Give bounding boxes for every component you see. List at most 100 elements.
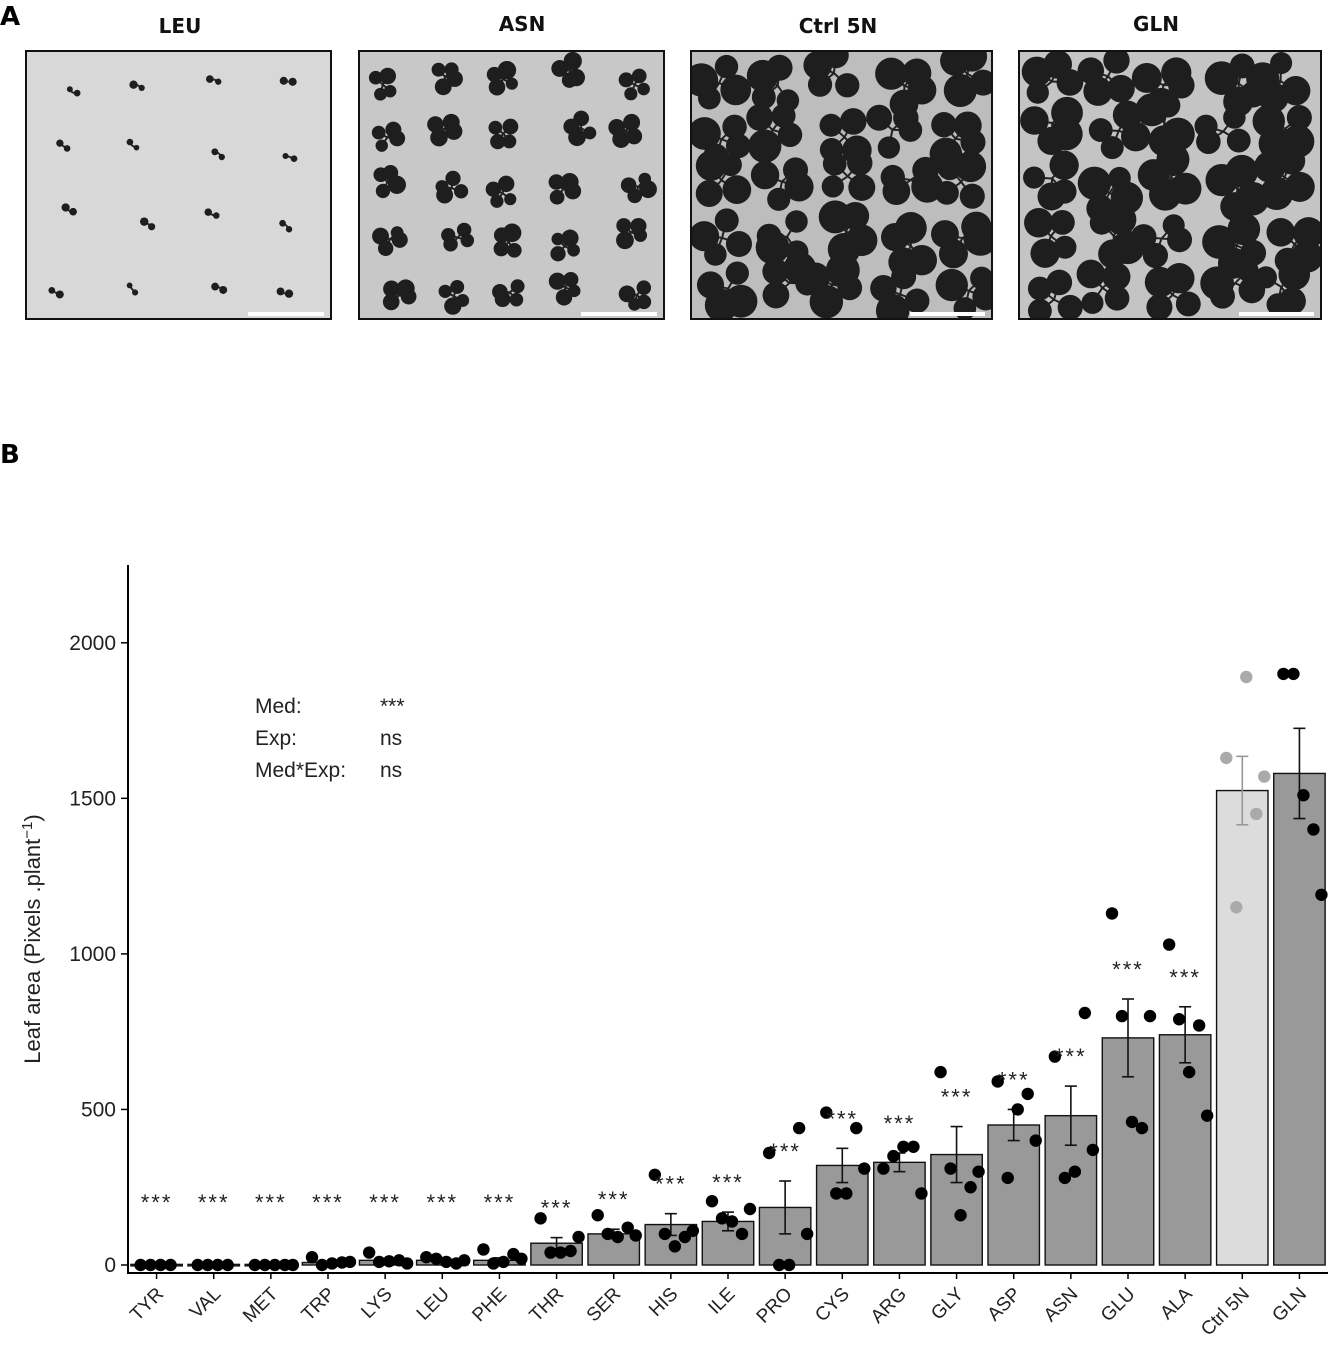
seedling-leaf — [623, 113, 641, 131]
data-point — [1011, 1103, 1024, 1116]
data-point — [972, 1165, 985, 1178]
data-point — [134, 1258, 147, 1272]
seedling-leaf — [875, 57, 908, 90]
seedling — [870, 264, 930, 318]
data-point — [544, 1246, 557, 1259]
photo-label-1: LEU — [158, 14, 202, 38]
seedling-leaf — [722, 175, 752, 204]
seedling — [875, 57, 937, 119]
seedling — [211, 282, 228, 294]
seedling-leaf — [211, 282, 220, 291]
seedling-leaf — [56, 139, 64, 147]
data-point — [1182, 1065, 1196, 1079]
seedling-leaf — [714, 208, 739, 233]
seedling-leaf — [140, 217, 149, 226]
x-tick-label: LEU — [413, 1284, 454, 1325]
seedling-leaf — [445, 170, 461, 186]
data-point — [1078, 1006, 1092, 1020]
seedling — [821, 150, 876, 201]
data-point — [1068, 1165, 1082, 1178]
bar-arg — [873, 1161, 926, 1266]
seedling-leaf — [502, 118, 519, 135]
significance-label: *** — [712, 1170, 744, 1195]
seedling-leaf — [126, 138, 134, 146]
stat-label: Exp: — [255, 727, 297, 750]
seedling — [205, 75, 222, 85]
seedling-leaf — [1156, 143, 1190, 177]
seedling — [1077, 52, 1135, 106]
seedling-leaf — [972, 283, 991, 311]
seedling-leaf — [835, 73, 860, 98]
seedling — [550, 229, 580, 262]
seedling-leaf — [284, 289, 294, 298]
seedling-leaf — [902, 58, 932, 88]
seedling — [1021, 52, 1084, 104]
seedling — [1246, 52, 1311, 113]
x-tick-label: ASP — [984, 1284, 1026, 1326]
seedling-leaf — [375, 183, 391, 199]
seedling-leaf — [382, 164, 399, 181]
seedling — [279, 219, 293, 233]
seedling — [551, 52, 586, 88]
seedling-leaf — [1027, 298, 1052, 318]
seedling-leaf — [219, 286, 228, 294]
data-point — [534, 1212, 547, 1225]
seedling-leaf — [1260, 176, 1294, 211]
seedling — [746, 103, 803, 163]
seedling — [692, 208, 753, 266]
significance-label: *** — [369, 1190, 401, 1215]
seedling — [548, 271, 581, 306]
data-point — [668, 1240, 682, 1253]
stat-label: Med*Exp: — [255, 759, 346, 782]
seedling-leaf — [934, 180, 959, 205]
seedling-leaf — [1098, 239, 1128, 269]
significance-label: *** — [826, 1106, 858, 1131]
scale-bar — [581, 312, 657, 316]
seedling-leaf — [55, 290, 64, 299]
seedling-leaf — [583, 126, 597, 140]
seedling-leaf — [847, 150, 873, 176]
data-point — [315, 1258, 329, 1272]
seedling-leaf — [385, 121, 402, 138]
seedling — [940, 52, 991, 107]
photo-label-3: Ctrl 5N — [798, 14, 878, 38]
significance-label: *** — [769, 1139, 801, 1164]
seedling-leaf — [953, 111, 982, 140]
seedling-leaf — [493, 240, 509, 257]
seedling-leaf — [383, 280, 400, 298]
seedling-leaf — [637, 82, 650, 96]
data-point — [258, 1258, 272, 1272]
seedling-leaf — [510, 279, 525, 294]
seedling-leaf — [1051, 96, 1083, 129]
seedling-leaf — [1024, 208, 1054, 238]
seedling — [371, 121, 406, 152]
seedling-leaf — [821, 175, 844, 198]
seedling-leaf — [48, 286, 56, 294]
data-point — [601, 1227, 614, 1241]
seedling-leaf — [371, 125, 386, 140]
seedling-leaf — [497, 175, 515, 193]
photo-ctrl-5n — [690, 50, 993, 320]
seedling-leaf — [725, 230, 753, 258]
data-point — [191, 1258, 204, 1272]
data-point — [830, 1187, 843, 1200]
x-tick-label: SER — [583, 1284, 625, 1326]
seedling-leaf — [551, 232, 565, 246]
data-point — [430, 1252, 443, 1265]
data-point — [458, 1254, 471, 1267]
data-point — [1250, 807, 1263, 821]
seedling-leaf — [444, 297, 462, 315]
seedling — [618, 280, 652, 311]
seedling-leaf — [877, 136, 901, 159]
seedling-leaf — [204, 208, 213, 216]
data-point — [944, 1162, 957, 1175]
seedling — [1076, 259, 1131, 314]
seedling-leaf — [748, 129, 782, 163]
seedling — [929, 111, 986, 171]
data-point — [154, 1258, 167, 1272]
seedling-leaf — [725, 261, 749, 285]
data-point — [735, 1227, 749, 1241]
data-point — [1105, 907, 1119, 920]
seedling-leaf — [73, 89, 81, 97]
data-point — [1258, 770, 1271, 783]
